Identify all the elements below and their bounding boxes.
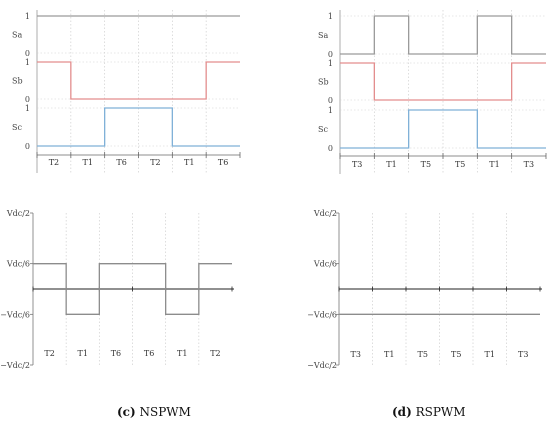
caption-c-letter: (c) bbox=[117, 405, 136, 419]
y-tick-label: Vdc/2 bbox=[6, 209, 30, 218]
segment-label: T6 bbox=[218, 158, 228, 167]
y-tick-label: 0 bbox=[25, 142, 30, 151]
segment-label: T5 bbox=[418, 350, 428, 359]
series-line-sa bbox=[340, 15, 546, 55]
segment-label: T1 bbox=[184, 158, 194, 167]
y-tick-label: 0 bbox=[25, 95, 30, 104]
y-tick-label: 0 bbox=[328, 144, 333, 153]
y-tick-label: 1 bbox=[25, 12, 30, 21]
y-tick-label: Vdc/2 bbox=[313, 209, 337, 218]
series-label-sb: Sb bbox=[318, 78, 329, 87]
segment-label: T5 bbox=[421, 160, 431, 169]
series-line-sb bbox=[37, 61, 240, 100]
y-tick-label: 1 bbox=[25, 104, 30, 113]
segment-label: T2 bbox=[49, 158, 59, 167]
y-tick-label: Vdc/6 bbox=[6, 260, 30, 269]
y-tick-label: 1 bbox=[25, 58, 30, 67]
series-label-sa: Sa bbox=[12, 31, 22, 40]
segment-label: T6 bbox=[116, 158, 126, 167]
series-label-sc: Sc bbox=[12, 123, 22, 132]
caption-c: (c) NSPWM bbox=[117, 405, 191, 419]
y-tick-label: 1 bbox=[328, 12, 333, 21]
segment-label: T1 bbox=[177, 349, 187, 358]
y-tick-label: 0 bbox=[25, 49, 30, 58]
y-tick-label: −Vdc/2 bbox=[307, 361, 337, 370]
segment-label: T1 bbox=[489, 160, 499, 169]
segment-label: T1 bbox=[78, 349, 88, 358]
chart-c-voltage: Vdc/2 Vdc/6 −Vdc/6 −Vdc/2 T2 T1 T6 T6 T1 T2 bbox=[0, 209, 234, 370]
segment-label: T2 bbox=[44, 349, 54, 358]
y-tick-label: −Vdc/6 bbox=[0, 310, 30, 319]
y-tick-label: Vdc/6 bbox=[313, 260, 337, 269]
segment-label: T3 bbox=[351, 350, 361, 359]
segment-label: T5 bbox=[451, 350, 461, 359]
y-tick-label: −Vdc/2 bbox=[0, 361, 30, 370]
voltage-series-line bbox=[33, 263, 232, 315]
y-tick-label: 1 bbox=[328, 59, 333, 68]
segment-label: T2 bbox=[150, 158, 160, 167]
caption-c-label: NSPWM bbox=[139, 405, 191, 419]
segment-label: T1 bbox=[83, 158, 93, 167]
segment-label: T1 bbox=[386, 160, 396, 169]
series-line-sc bbox=[37, 107, 240, 147]
segment-label: T3 bbox=[352, 160, 362, 169]
chart-d-voltage: Vdc/2 Vdc/6 −Vdc/6 −Vdc/2 T3 T1 T5 T5 T1 T3 bbox=[307, 209, 542, 370]
series-label-sa: Sa bbox=[318, 31, 328, 40]
series-label-sb: Sb bbox=[12, 77, 23, 86]
segment-label: T5 bbox=[455, 160, 465, 169]
caption-d-letter: (d) bbox=[392, 405, 412, 419]
segment-label: T6 bbox=[144, 349, 154, 358]
series-line-sb bbox=[340, 62, 546, 101]
y-tick-label: 0 bbox=[328, 50, 333, 59]
series-line-sc bbox=[340, 109, 546, 149]
segment-label: T3 bbox=[524, 160, 534, 169]
segment-label: T1 bbox=[384, 350, 394, 359]
y-tick-label: −Vdc/6 bbox=[307, 310, 337, 319]
segment-label: T2 bbox=[210, 349, 220, 358]
series-label-sc: Sc bbox=[318, 125, 328, 134]
y-tick-label: 0 bbox=[328, 96, 333, 105]
caption-d: (d) RSPWM bbox=[392, 405, 466, 419]
segment-label: T1 bbox=[485, 350, 495, 359]
segment-label: T3 bbox=[518, 350, 528, 359]
caption-d-label: RSPWM bbox=[415, 405, 466, 419]
y-tick-label: 1 bbox=[328, 106, 333, 115]
segment-label: T6 bbox=[111, 349, 121, 358]
